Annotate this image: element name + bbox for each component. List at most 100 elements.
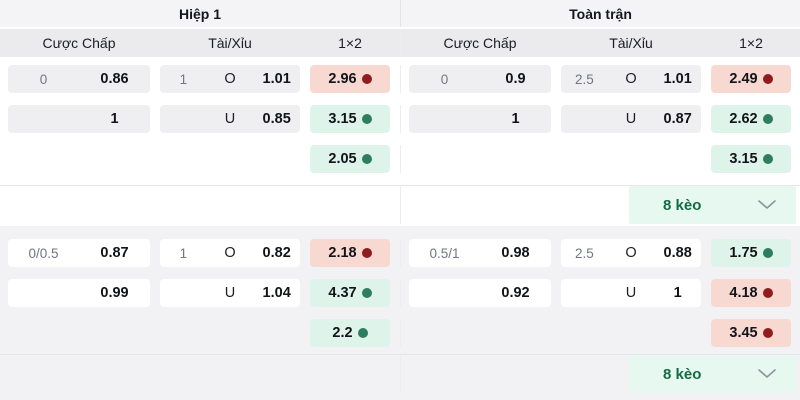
column-header-over-under: Tài/Xỉu [208,35,252,51]
more-odds-button[interactable]: 8 kèo [629,186,796,224]
one-x-two-cell[interactable]: 3.15 [310,105,390,133]
trend-dot [762,328,773,338]
chevron-down-icon [758,369,776,379]
one-x-two-odds: 2.18 [328,245,357,261]
over-under-odds: 1.01 [663,71,692,87]
over-under-cell[interactable]: 1 O 0.82 [160,239,300,267]
handicap-odds: 0.99 [100,285,129,301]
over-under-odds: 0.85 [262,111,291,127]
one-x-two-odds: 1.75 [729,245,758,261]
one-x-two-cell[interactable]: 2.62 [711,105,791,133]
over-under-odds: 0.82 [262,245,291,261]
panel-title-full-match: Toàn trận [400,0,800,27]
over-under-cell[interactable]: U 0.85 [160,105,300,133]
column-header-handicap: Cược Chấp [443,35,517,51]
panel-title-first-half: Hiệp 1 [178,5,221,22]
one-x-two-odds: 2.62 [729,111,758,127]
over-under-cell[interactable]: 1 O 1.01 [160,65,300,93]
one-x-two-cell[interactable]: 3.45 [711,319,791,347]
odds-row: 1 U 0.85 3.15 1 U [0,105,800,133]
chevron-down-icon [758,200,776,210]
trend-dot [762,74,773,84]
trend-dot [762,114,773,124]
one-x-two-odds: 2.49 [729,71,758,87]
over-under-cell[interactable]: U 1 [561,279,701,307]
handicap-line: 0/0.5 [28,245,59,261]
over-under-side: O [625,245,637,261]
over-under-line: 2.5 [574,71,594,87]
handicap-odds: 1 [110,111,119,127]
one-x-two-cell[interactable]: 1.75 [711,239,791,267]
handicap-cell[interactable]: 0 0.86 [8,65,150,93]
one-x-two-cell[interactable]: 4.18 [711,279,791,307]
one-x-two-odds: 3.15 [729,151,758,167]
one-x-two-odds: 2.96 [328,71,357,87]
over-under-cell[interactable]: U 1.04 [160,279,300,307]
one-x-two-cell[interactable]: 2.49 [711,65,791,93]
handicap-line: 0 [39,71,48,87]
over-under-line: 2.5 [574,245,594,261]
trend-dot [361,74,372,84]
odds-block-bottom: 0/0.5 0.87 1 O 0.82 2.18 0.5/1 0.98 [0,226,800,400]
odds-row: 2.2 3.45 [0,319,800,347]
handicap-odds: 0.9 [505,71,526,87]
odds-block-top: 0 0.86 1 O 1.01 2.96 0 0.9 [0,57,800,185]
over-under-line: 1 [179,245,188,261]
trend-dot [762,248,773,258]
odds-row: 0.99 U 1.04 4.37 0.92 [0,279,800,307]
one-x-two-cell[interactable]: 2.2 [310,319,390,347]
section-divider [0,354,800,355]
handicap-cell[interactable]: 0/0.5 0.87 [8,239,150,267]
over-under-side: U [224,111,236,127]
trend-dot [762,288,773,298]
column-header-1x2: 1×2 [338,35,362,51]
trend-dot [357,328,368,338]
section-divider [0,185,800,186]
more-odds-label: 8 kèo [663,196,702,214]
over-under-cell[interactable]: 2.5 O 0.88 [561,239,701,267]
column-header-over-under: Tài/Xỉu [609,35,653,51]
one-x-two-odds: 2.2 [332,325,353,341]
over-under-side: O [224,71,236,87]
over-under-cell[interactable]: U 0.87 [561,105,701,133]
one-x-two-cell[interactable]: 3.15 [711,145,791,173]
handicap-odds: 0.92 [501,285,530,301]
column-header-1x2: 1×2 [739,35,763,51]
column-header-row: Cược Chấp Tài/Xỉu 1×2 Cược Chấp Tài/Xỉu … [0,29,800,57]
over-under-odds: 1 [673,285,682,301]
over-under-odds: 1.04 [262,285,291,301]
over-under-side: O [224,245,236,261]
one-x-two-odds: 4.37 [328,285,357,301]
more-odds-button[interactable]: 8 kèo [629,355,796,393]
one-x-two-cell[interactable]: 2.18 [310,239,390,267]
handicap-cell[interactable]: 0.99 [8,279,150,307]
handicap-cell[interactable]: 0.92 [409,279,551,307]
over-under-odds: 0.87 [663,111,692,127]
handicap-odds: 0.98 [501,245,530,261]
one-x-two-cell[interactable]: 4.37 [310,279,390,307]
handicap-odds: 1 [511,111,520,127]
handicap-cell[interactable]: 1 [8,105,150,133]
one-x-two-cell[interactable]: 2.96 [310,65,390,93]
one-x-two-odds: 4.18 [729,285,758,301]
handicap-cell[interactable]: 0.5/1 0.98 [409,239,551,267]
more-odds-row: 8 kèo [0,355,800,393]
handicap-cell[interactable]: 1 [409,105,551,133]
one-x-two-odds: 2.05 [328,151,357,167]
over-under-odds: 0.88 [663,245,692,261]
one-x-two-cell[interactable]: 2.05 [310,145,390,173]
odds-row: 0/0.5 0.87 1 O 0.82 2.18 0.5/1 0.98 [0,239,800,267]
over-under-cell[interactable]: 2.5 O 1.01 [561,65,701,93]
trend-dot [361,154,372,164]
one-x-two-odds: 3.15 [328,111,357,127]
handicap-odds: 0.87 [100,245,129,261]
handicap-cell[interactable]: 0 0.9 [409,65,551,93]
over-under-side: O [625,71,637,87]
over-under-line: 1 [179,71,188,87]
trend-dot [361,288,372,298]
one-x-two-odds: 3.45 [729,325,758,341]
more-odds-label: 8 kèo [663,365,702,383]
handicap-odds: 0.86 [100,71,129,87]
column-header-handicap: Cược Chấp [42,35,116,51]
